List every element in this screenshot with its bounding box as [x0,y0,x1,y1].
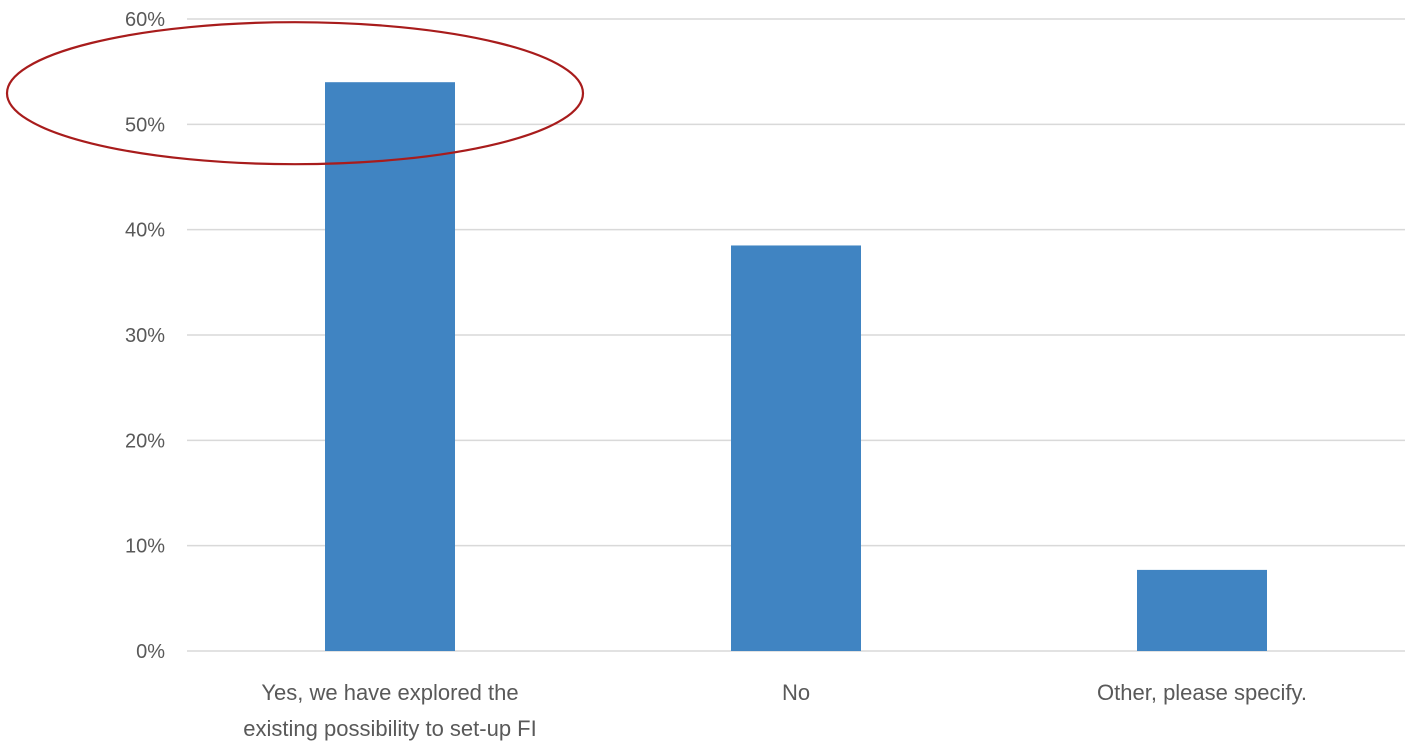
y-tick-label: 20% [125,430,165,452]
annotation-layer [5,21,585,166]
bar [731,245,861,651]
x-axis-category-labels: Yes, we have explored the existing possib… [243,680,1307,741]
y-tick-label: 30% [125,325,165,347]
x-category-label: Yes, we have explored the [261,680,518,705]
bar [1137,569,1267,651]
bar-layer [325,82,1267,651]
x-category-label: existing possibility to set-up FI [243,716,536,741]
x-category-label: No [782,680,810,705]
x-category-label: Other, please specify. [1097,680,1307,705]
y-tick-label: 0% [136,641,165,663]
y-tick-label: 40% [125,220,165,242]
bar [325,82,455,651]
y-tick-label: 60% [125,9,165,31]
y-axis-tick-labels: 0% 10% 20% 30% 40% 50% 60% [125,9,165,663]
y-tick-label: 10% [125,536,165,558]
y-tick-label: 50% [125,114,165,136]
highlight-ellipse [5,21,585,166]
